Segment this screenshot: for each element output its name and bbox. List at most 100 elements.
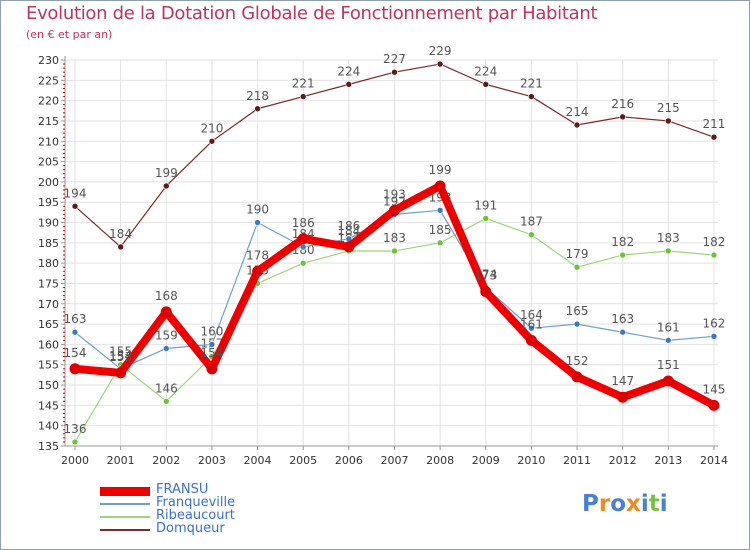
data-label: 173 <box>474 269 497 283</box>
x-tick-label: 2000 <box>61 454 89 467</box>
data-point <box>710 133 718 141</box>
data-point <box>662 375 674 387</box>
data-label: 161 <box>657 320 680 334</box>
data-label: 182 <box>611 235 634 249</box>
x-tick-label: 2007 <box>380 454 408 467</box>
data-point <box>162 345 170 352</box>
x-tick-label: 2009 <box>472 454 500 467</box>
data-point <box>162 398 170 405</box>
logo-letter: r <box>598 491 611 517</box>
data-point <box>619 251 626 259</box>
data-point <box>299 93 307 100</box>
data-point <box>528 231 535 239</box>
data-point <box>71 438 79 446</box>
data-label: 183 <box>657 231 680 245</box>
data-label: 155 <box>109 345 132 359</box>
series-domqueur: 194 184 199 210 218 221 224 227 229 224 221 214 216 2… <box>64 44 726 251</box>
data-point <box>208 341 216 348</box>
data-point <box>436 239 444 247</box>
data-label: 136 <box>64 422 87 436</box>
data-label: 214 <box>566 105 589 119</box>
y-tick-label: 220 <box>38 95 59 108</box>
data-label: 145 <box>703 382 726 396</box>
data-point <box>115 367 127 379</box>
x-tick-label: 2001 <box>107 454 135 467</box>
legend-swatch <box>100 529 150 531</box>
y-tick-label: 215 <box>38 115 59 128</box>
data-label: 182 <box>703 235 726 249</box>
data-point <box>528 324 535 332</box>
legend-label: Franqueville <box>156 495 236 510</box>
x-tick-label: 2013 <box>654 454 682 467</box>
data-point <box>434 180 446 192</box>
data-label: 211 <box>703 117 726 131</box>
data-point <box>71 328 79 336</box>
data-point <box>162 182 170 190</box>
y-tick-label: 135 <box>38 440 59 453</box>
data-label: 193 <box>383 187 406 201</box>
data-point <box>573 263 581 271</box>
legend-label: Ribeaucourt <box>156 508 235 523</box>
y-tick-label: 170 <box>38 298 59 311</box>
data-label: 147 <box>611 374 634 388</box>
logo-letter: i <box>659 491 668 517</box>
data-label: 221 <box>292 77 315 91</box>
data-point <box>160 306 172 318</box>
y-tick-label: 145 <box>38 399 59 412</box>
data-point <box>388 204 400 216</box>
x-tick-label: 2012 <box>609 454 637 467</box>
data-label: 146 <box>155 381 178 395</box>
data-point <box>665 247 672 255</box>
legend-label: FRANSU <box>156 482 209 497</box>
data-label: 227 <box>383 52 406 66</box>
data-point <box>710 251 718 259</box>
data-label: 164 <box>520 308 543 322</box>
data-point <box>343 241 355 253</box>
data-label: 151 <box>657 358 680 372</box>
legend-swatch <box>100 503 150 505</box>
data-point <box>345 81 353 88</box>
data-label: 190 <box>246 203 269 217</box>
data-label: 199 <box>155 166 178 180</box>
data-label: 216 <box>611 97 634 111</box>
logo-letter: o <box>610 491 627 517</box>
data-point <box>71 202 79 210</box>
y-tick-label: 190 <box>38 217 59 230</box>
data-label: 159 <box>155 328 178 342</box>
data-point <box>254 105 261 113</box>
data-label: 179 <box>566 247 589 261</box>
data-label: 154 <box>200 346 223 360</box>
x-tick-label: 2014 <box>700 454 728 467</box>
data-label: 154 <box>64 346 87 360</box>
data-label: 187 <box>520 215 543 229</box>
data-point <box>208 137 216 145</box>
proxiti-logo: Proxiti <box>582 491 668 517</box>
x-tick-label: 2010 <box>517 454 545 467</box>
legend-swatch <box>100 516 150 518</box>
data-point <box>297 233 309 245</box>
data-label: 210 <box>200 121 223 135</box>
legend-swatch <box>100 487 150 496</box>
y-tick-label: 150 <box>38 379 59 392</box>
data-label: 184 <box>337 224 360 238</box>
data-point <box>708 399 720 411</box>
data-label: 224 <box>337 64 360 78</box>
data-label: 161 <box>520 317 543 331</box>
data-label: 185 <box>429 223 452 237</box>
data-point <box>391 247 398 255</box>
data-point <box>710 332 718 340</box>
x-tick-label: 2005 <box>289 454 317 467</box>
y-tick-label: 180 <box>38 257 59 270</box>
data-label: 229 <box>429 44 452 58</box>
y-tick-label: 230 <box>38 54 59 67</box>
data-label: 153 <box>109 350 132 364</box>
data-point <box>254 219 261 226</box>
y-tick-label: 140 <box>38 420 59 433</box>
data-label: 162 <box>703 316 726 330</box>
data-point <box>436 207 444 214</box>
x-tick-label: 2008 <box>426 454 454 467</box>
series-fransu: 154 1531681541781861841931991731611521471… <box>64 163 726 411</box>
data-label: 199 <box>429 163 452 177</box>
data-label: 221 <box>520 77 543 91</box>
